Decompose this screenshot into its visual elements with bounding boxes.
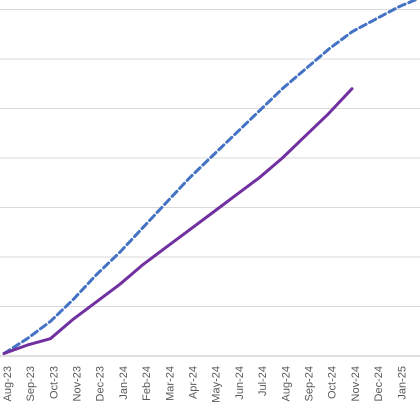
x-tick-label: Nov-23	[72, 366, 84, 401]
series-line-1	[2, 0, 419, 355]
x-tick-label: Mar-24	[164, 366, 176, 401]
x-tick-labels: Aug-23 Sep-23 Oct-23 Nov-23 Dec-23 Jan-24 Feb-…	[2, 366, 420, 403]
x-tick-label: Jan-24	[118, 366, 130, 400]
x-tick-label: Dec-24	[373, 366, 385, 401]
x-tick-label: Dec-23	[95, 366, 107, 401]
x-tick-label: Sep-23	[25, 366, 37, 401]
x-tick-label: Jan-25	[396, 366, 408, 400]
x-tick-label: Feb-24	[141, 366, 153, 401]
x-tick-label: Nov-24	[350, 366, 362, 401]
x-tick-label: May-24	[211, 366, 223, 403]
x-tick-label: Jun-24	[234, 366, 246, 400]
x-tick-label: Aug-23	[2, 366, 14, 401]
x-tick-label: Apr-24	[188, 366, 200, 399]
x-tick-label: Oct-24	[327, 366, 339, 399]
x-tick-label: Aug-24	[280, 366, 292, 401]
x-tick-label: Oct-23	[48, 366, 60, 399]
series-line-2	[2, 87, 354, 355]
x-tick-label: Sep-24	[304, 366, 316, 401]
gridlines	[0, 9, 420, 307]
series-layer	[2, 0, 419, 355]
x-tick-label: Jul-24	[257, 366, 269, 396]
